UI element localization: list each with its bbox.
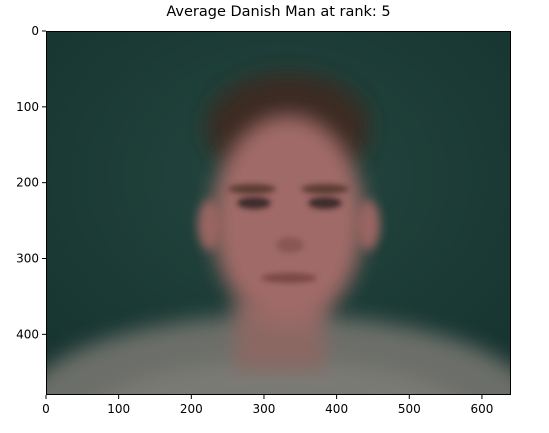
nose <box>276 237 304 253</box>
x-tick-label: 200 <box>180 402 203 416</box>
x-axis-ticks: 0 100 200 300 400 500 600 <box>42 395 493 416</box>
x-tick-label: 0 <box>42 402 50 416</box>
y-axis-ticks: 0 100 200 300 400 <box>16 24 46 341</box>
x-tick-label: 500 <box>398 402 421 416</box>
y-tick-label: 200 <box>16 176 39 190</box>
left-eyebrow <box>228 184 276 194</box>
right-eyebrow <box>301 184 349 194</box>
x-tick-label: 100 <box>107 402 130 416</box>
y-tick-label: 0 <box>31 24 39 38</box>
y-tick-label: 100 <box>16 100 39 114</box>
x-tick-label: 300 <box>253 402 276 416</box>
right-eye <box>308 197 342 209</box>
y-tick-label: 400 <box>16 327 39 341</box>
x-tick-label: 600 <box>470 402 493 416</box>
left-eye <box>237 197 271 209</box>
x-tick-label: 400 <box>325 402 348 416</box>
mouth <box>261 273 317 283</box>
average-face-image <box>20 31 540 433</box>
face-region <box>212 115 364 325</box>
y-tick-label: 300 <box>16 252 39 266</box>
